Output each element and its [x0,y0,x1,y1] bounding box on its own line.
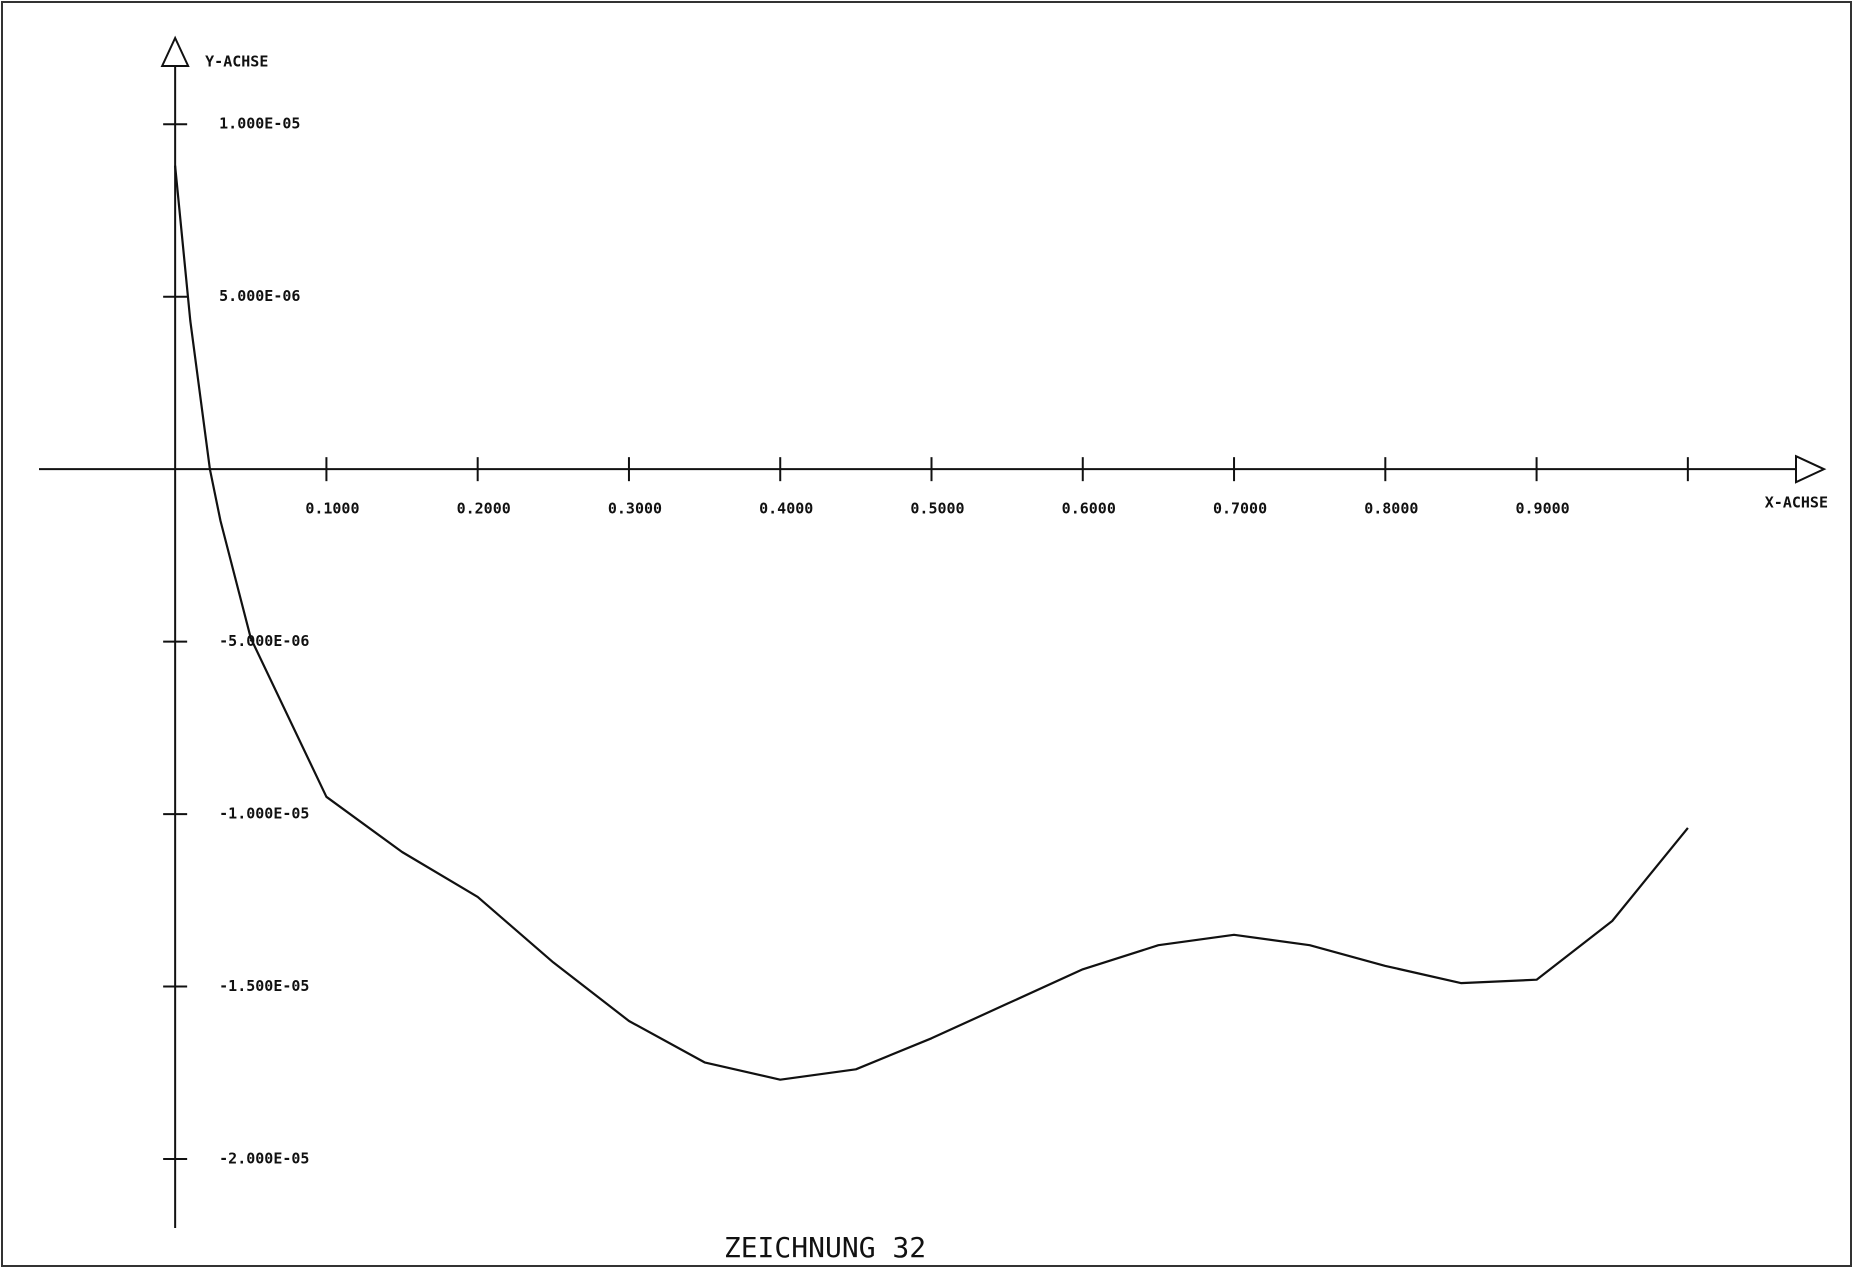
chart-title: ZEICHNUNG 32 [724,1231,926,1264]
y-tick-label: -2.000E-05 [219,1150,309,1168]
x-axis-title: X-ACHSE [1765,494,1828,512]
y-tick-label: -1.500E-05 [219,977,309,995]
data-line [174,165,1689,1081]
y-tick-label: -1.000E-05 [219,805,309,823]
x-tick-label: 1 [1683,500,1692,518]
x-tick-label: 0.7000 [1213,500,1267,518]
x-tick-label: 0.5000 [910,500,964,518]
y-tick-label: 5.000E-06 [219,287,300,305]
x-tick-label: 0.2000 [457,500,511,518]
x-tick-label: 0.1000 [305,500,359,518]
y-arrow [160,35,190,67]
x-tick-label: 0.9000 [1515,500,1569,518]
x-arrow [1795,454,1827,484]
y-tick-label: 1.000E-05 [219,115,300,133]
y-axis-title: Y-ACHSE [205,53,268,71]
x-tick-label: 0.8000 [1364,500,1418,518]
x-tick-label: 0.4000 [759,500,813,518]
y-tick-label: -5.000E-06 [219,632,309,650]
x-tick-label: 0.6000 [1062,500,1116,518]
x-tick-label: 0.3000 [608,500,662,518]
